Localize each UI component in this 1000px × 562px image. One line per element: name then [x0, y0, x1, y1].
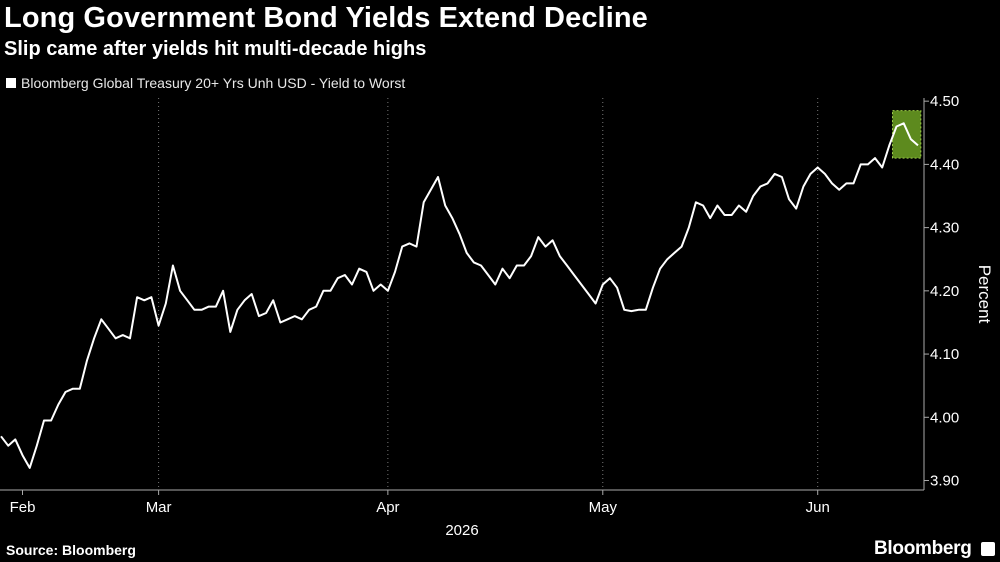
- y-tick-label: 4.50: [930, 93, 959, 110]
- x-tick-label: May: [589, 499, 618, 516]
- source-note: Source: Bloomberg: [6, 542, 136, 558]
- chart-subtitle: Slip came after yields hit multi-decade …: [4, 38, 427, 60]
- x-tick-label: Jun: [806, 499, 830, 516]
- y-axis-title: Percent: [975, 265, 994, 324]
- y-tick-label: 3.90: [930, 473, 959, 490]
- legend-label: Bloomberg Global Treasury 20+ Yrs Unh US…: [21, 75, 406, 91]
- brand-icon: [981, 542, 995, 556]
- brand-logo: Bloomberg: [874, 538, 972, 559]
- x-tick-label: Feb: [10, 499, 36, 516]
- series-line: [0, 122, 919, 469]
- y-tick-label: 4.00: [930, 409, 959, 426]
- x-axis-title: 2026: [445, 522, 478, 539]
- y-tick-label: 4.10: [930, 346, 959, 363]
- y-tick-label: 4.30: [930, 220, 959, 237]
- y-tick-label: 4.20: [930, 283, 959, 300]
- chart-title: Long Government Bond Yields Extend Decli…: [4, 2, 648, 34]
- x-tick-label: Apr: [376, 499, 399, 516]
- legend-swatch: [6, 78, 16, 88]
- y-tick-label: 4.40: [930, 156, 959, 173]
- highlight-box: [892, 110, 922, 159]
- x-tick-label: Mar: [146, 499, 172, 516]
- legend: Bloomberg Global Treasury 20+ Yrs Unh US…: [6, 75, 405, 91]
